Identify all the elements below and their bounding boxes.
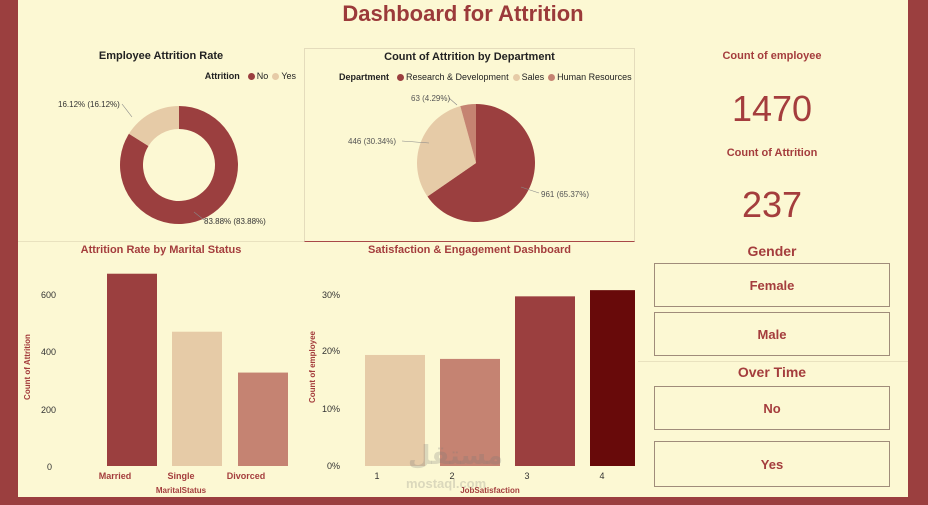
slice-yes[interactable] bbox=[128, 106, 179, 146]
marital-x-label-single: Single bbox=[167, 471, 194, 481]
legend-item-sales[interactable]: Sales bbox=[521, 72, 545, 82]
label-leader-no bbox=[193, 211, 205, 221]
department-title: Count of Attrition by Department bbox=[384, 51, 555, 63]
legend-dot-yes bbox=[272, 72, 280, 80]
satisfaction-x-label-2: 2 bbox=[449, 471, 454, 481]
attrition-count-label: Count of Attrition bbox=[726, 147, 818, 159]
label-leader-sales bbox=[401, 140, 430, 144]
slicer-divider bbox=[638, 361, 908, 362]
label-leader-rd bbox=[520, 186, 540, 194]
label-leader-hr bbox=[448, 97, 458, 106]
slice-no[interactable] bbox=[120, 106, 239, 225]
gender-option-female[interactable]: Female bbox=[654, 263, 890, 307]
label-leader-yes bbox=[121, 103, 133, 118]
watermark-latin: mostaql.com bbox=[406, 476, 487, 491]
satisfaction-x-label-4: 4 bbox=[599, 471, 604, 481]
satisfaction-y-tick-0: 0% bbox=[327, 461, 340, 471]
satisfaction-bar-chart: Count of employee 0% 10% 20% 30% 1 2 3 4… bbox=[308, 290, 635, 495]
attrition-rate-legend: Attrition No Yes bbox=[205, 71, 296, 81]
satisfaction-title: Satisfaction & Engagement Dashboard bbox=[368, 244, 571, 256]
dashboard-canvas: Dashboard for Attrition Employee Attriti… bbox=[18, 0, 908, 497]
marital-y-tick-200: 200 bbox=[41, 405, 56, 415]
slice-research-development[interactable] bbox=[427, 104, 535, 222]
legend-dot-rd bbox=[397, 73, 405, 81]
watermark-arabic: مستقل bbox=[408, 440, 504, 470]
marital-bar-chart: Count of Attrition 0 200 400 600 Married… bbox=[23, 273, 288, 495]
marital-x-axis-title: MaritalStatus bbox=[156, 486, 207, 495]
bar-single[interactable] bbox=[172, 331, 222, 466]
overtime-option-yes[interactable]: Yes bbox=[654, 441, 890, 487]
legend-item-rd[interactable]: Research & Development bbox=[406, 72, 509, 82]
attrition-count-value: 237 bbox=[741, 184, 803, 225]
pie-slices[interactable] bbox=[417, 104, 535, 222]
marital-y-tick-0: 0 bbox=[47, 462, 52, 472]
legend-dot-no bbox=[247, 72, 255, 80]
slice-label-yes: 16.12% (16.12%) bbox=[58, 100, 120, 109]
legend-dot-hr bbox=[548, 73, 556, 81]
bar-4[interactable] bbox=[590, 290, 635, 466]
department-panel[interactable]: Count of Attrition by Department Departm… bbox=[304, 48, 635, 242]
attrition-rate-title: Employee Attrition Rate bbox=[98, 50, 224, 62]
satisfaction-x-axis-title: JobSatisfaction bbox=[460, 486, 520, 495]
bar-3[interactable] bbox=[515, 296, 575, 466]
slice-sales[interactable] bbox=[417, 106, 476, 197]
marital-x-label-married: Married bbox=[99, 471, 132, 481]
slice-label-rd: 961 (65.37%) bbox=[541, 190, 589, 199]
overtime-option-no[interactable]: No bbox=[654, 386, 890, 430]
marital-y-axis-title: Count of Attrition bbox=[23, 334, 32, 400]
employee-count-label: Count of employee bbox=[722, 50, 822, 62]
attrition-rate-panel[interactable]: Employee Attrition Rate Attrition No Yes 1… bbox=[18, 44, 304, 240]
legend-dot-sales bbox=[512, 73, 520, 81]
slice-human-resources[interactable] bbox=[460, 104, 476, 163]
attrition-donut-chart: 16.12% (16.12%) 83.88% (83.88%) bbox=[58, 100, 266, 226]
legend-item-no[interactable]: No bbox=[256, 71, 269, 81]
kpi-panel: Count of employee 1470 Count of Attritio… bbox=[638, 44, 906, 234]
satisfaction-y-axis-title: Count of employee bbox=[308, 330, 317, 403]
legend-title: Attrition bbox=[204, 71, 240, 81]
employee-count-value: 1470 bbox=[731, 88, 813, 129]
dashboard-title: Dashboard for Attrition bbox=[342, 1, 584, 26]
slice-label-no: 83.88% (83.88%) bbox=[204, 217, 266, 226]
legend-item-hr[interactable]: Human Resources bbox=[557, 72, 632, 82]
marital-y-tick-400: 400 bbox=[41, 347, 56, 357]
bar-divorced[interactable] bbox=[238, 372, 288, 466]
overtime-slicer: Over Time No Yes bbox=[638, 362, 906, 497]
legend-title: Department bbox=[339, 72, 390, 82]
donut-slices[interactable] bbox=[120, 106, 239, 225]
row-divider bbox=[18, 241, 304, 242]
satisfaction-x-label-1: 1 bbox=[374, 471, 379, 481]
overtime-slicer-title: Over Time bbox=[737, 364, 807, 380]
satisfaction-y-tick-30: 30% bbox=[322, 290, 340, 300]
gender-slicer-title: Gender bbox=[747, 243, 797, 259]
marital-panel[interactable]: Attrition Rate by Marital Status Count o… bbox=[18, 242, 304, 497]
bar-married[interactable] bbox=[107, 273, 157, 466]
department-pie-chart: 446 (30.34%) 63 (4.29%) 961 (65.37%) bbox=[348, 94, 589, 222]
gender-option-male[interactable]: Male bbox=[654, 312, 890, 356]
slice-label-sales: 446 (30.34%) bbox=[348, 137, 396, 146]
marital-y-tick-600: 600 bbox=[41, 290, 56, 300]
satisfaction-x-label-3: 3 bbox=[524, 471, 529, 481]
marital-title: Attrition Rate by Marital Status bbox=[80, 244, 242, 256]
gender-slicer: Gender Female Male bbox=[638, 238, 906, 362]
satisfaction-y-tick-20: 20% bbox=[322, 346, 340, 356]
department-legend: Department Research & Development Sales Hum… bbox=[339, 72, 632, 82]
bar-2[interactable] bbox=[440, 358, 500, 466]
slice-label-hr: 63 (4.29%) bbox=[411, 94, 450, 103]
satisfaction-y-tick-10: 10% bbox=[322, 404, 340, 414]
marital-x-label-divorced: Divorced bbox=[227, 471, 266, 481]
satisfaction-panel[interactable]: Satisfaction & Engagement Dashboard Coun… bbox=[304, 242, 635, 497]
legend-item-yes[interactable]: Yes bbox=[281, 71, 296, 81]
bar-1[interactable] bbox=[365, 354, 425, 466]
